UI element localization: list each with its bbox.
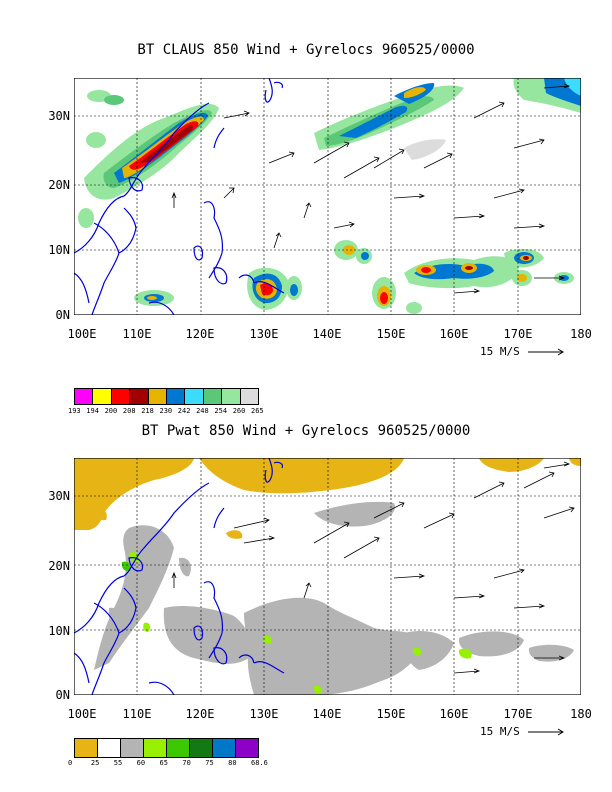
colorbar-swatch: [213, 739, 236, 757]
colorbar-swatch: [190, 739, 213, 757]
colorbar-swatch: [236, 739, 258, 757]
panel1-wind-vectors: [171, 83, 571, 294]
panel2-lon-130e: 130E: [249, 707, 279, 721]
colorbar-label: 60: [136, 759, 146, 767]
colorbar-label: 200: [104, 407, 118, 415]
colorbar-label: 242: [177, 407, 191, 415]
colorbar-label: 208: [122, 407, 136, 415]
panel1-vector-scale-label: 15 M/S: [480, 345, 520, 358]
panel2-lon-160e: 160E: [439, 707, 469, 721]
panel1-lon-140e: 140E: [312, 327, 342, 341]
colorbar-label: 75: [205, 759, 214, 767]
panel1-lon-180: 180: [570, 327, 592, 341]
panel2-lon-120e: 120E: [185, 707, 215, 721]
panel2-lon-170e: 170E: [503, 707, 533, 721]
colorbar-swatch: [203, 389, 223, 404]
panel2-map: [74, 458, 581, 695]
panel2-vector-scale: 15 M/S: [480, 725, 566, 738]
colorbar-swatch: [98, 739, 121, 757]
panel2-title: BT Pwat 850 Wind + Gyrelocs 960525/0000: [141, 423, 471, 439]
colorbar-label: 68.6: [251, 759, 268, 767]
colorbar-label: 218: [141, 407, 154, 415]
panel2-lat-10n: 10N: [48, 624, 70, 638]
panel2-gridlines: [74, 458, 581, 695]
panel2-wind-vectors: [171, 461, 575, 674]
colorbar-swatch: [148, 389, 168, 404]
colorbar-swatch: [75, 389, 94, 404]
colorbar-label: 65: [159, 759, 168, 767]
panel1-lon-120e: 120E: [185, 327, 215, 341]
panel2-lon-140e: 140E: [312, 707, 342, 721]
panel2-pwat-field: [74, 458, 581, 695]
colorbar-swatch: [240, 389, 259, 404]
panel1-lon-150e: 150E: [376, 327, 406, 341]
panel1-lat-10n: 10N: [48, 243, 70, 257]
colorbar-swatch: [144, 739, 167, 757]
colorbar-label: 0: [68, 759, 73, 767]
colorbar-swatch: [185, 389, 204, 404]
panel2-lon-150e: 150E: [376, 707, 406, 721]
colorbar-swatch: [75, 739, 98, 757]
panel1-scale-arrow-icon: [528, 348, 565, 356]
panel1-map-svg: [74, 78, 581, 315]
panel1-lon-110e: 110E: [122, 327, 152, 341]
panel2-vector-scale-label: 15 M/S: [480, 725, 520, 738]
panel1-colorbar: [74, 388, 259, 405]
panel2-colorbar: [74, 738, 259, 758]
colorbar-label: 70: [182, 759, 191, 767]
colorbar-label: 254: [214, 407, 228, 415]
panel2-lat-0n: 0N: [55, 688, 70, 702]
panel2-lat-20n: 20N: [48, 559, 70, 573]
panel1-coastlines: [74, 78, 285, 315]
panel1-lon-170e: 170E: [503, 327, 533, 341]
panel1-vector-scale: 15 M/S: [480, 345, 566, 358]
panel2-scale-arrow-icon: [528, 728, 565, 736]
colorbar-label: 25: [90, 759, 100, 767]
panel1-map: [74, 78, 581, 315]
colorbar-swatch: [222, 389, 241, 404]
colorbar-label: 194: [86, 407, 99, 415]
colorbar-swatch: [121, 739, 144, 757]
panel2-coastlines: [74, 458, 285, 695]
panel1-lon-100e: 100E: [67, 327, 97, 341]
panel1-gridlines: [74, 78, 581, 315]
panel2-map-svg: [74, 458, 581, 695]
panel1-lat-30n: 30N: [48, 109, 70, 123]
colorbar-label: 80: [228, 759, 237, 767]
colorbar-swatch: [111, 389, 131, 404]
panel2-lat-30n: 30N: [48, 489, 70, 503]
panel1-lat-0n: 0N: [55, 308, 70, 322]
colorbar-label: 260: [232, 407, 246, 415]
panel2-lon-100e: 100E: [67, 707, 97, 721]
panel1-lon-160e: 160E: [439, 327, 469, 341]
colorbar-label: 248: [196, 407, 209, 415]
panel1-lat-20n: 20N: [48, 178, 70, 192]
colorbar-label: 230: [159, 407, 173, 415]
panel1-lon-130e: 130E: [249, 327, 279, 341]
panel2-lon-110e: 110E: [122, 707, 152, 721]
panel1-cloud-field: [78, 78, 581, 314]
colorbar-swatch: [93, 389, 112, 404]
colorbar-swatch: [167, 389, 186, 404]
panel1-title: BT CLAUS 850 Wind + Gyrelocs 960525/0000: [137, 42, 475, 58]
panel2-lon-180: 180: [570, 707, 592, 721]
colorbar-swatch: [167, 739, 190, 757]
colorbar-label: 265: [251, 407, 264, 415]
colorbar-swatch: [130, 389, 149, 404]
colorbar-label: 55: [113, 759, 123, 767]
colorbar-label: 193: [68, 407, 81, 415]
